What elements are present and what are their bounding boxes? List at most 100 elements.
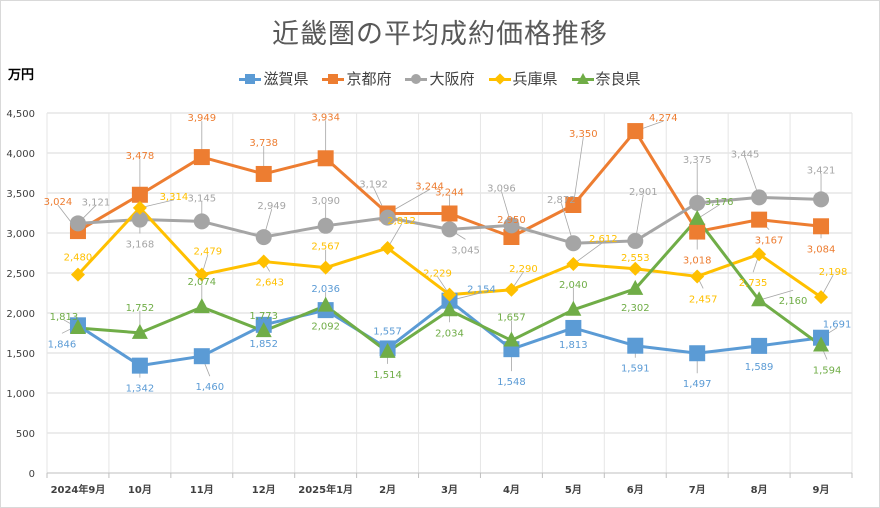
y-tick-label: 2,500	[6, 269, 35, 280]
x-tick-label: 11月	[190, 484, 214, 496]
data-label: 3,045	[451, 245, 480, 256]
y-tick-label: 1,000	[6, 389, 35, 400]
legend-marker-circle-icon	[405, 73, 428, 85]
legend-label: 大阪府	[429, 70, 475, 88]
data-label: 2,034	[435, 328, 464, 339]
data-label: 2,198	[819, 267, 848, 278]
data-label: 3,421	[807, 165, 836, 176]
data-point-diamond	[132, 200, 147, 215]
legend-item-nara: 奈良県	[571, 68, 641, 89]
legend: 滋賀県 京都府 大阪府 兵庫県 奈良県	[0, 68, 880, 89]
leader-line	[759, 289, 794, 301]
data-label: 3,934	[311, 112, 340, 123]
y-tick-label: 4,000	[6, 149, 35, 160]
data-point-square	[131, 186, 148, 203]
legend-item-kyoto: 京都府	[322, 68, 391, 89]
y-tick-label: 4,500	[6, 109, 35, 120]
data-label: 3,090	[311, 196, 340, 207]
y-tick-label: 1,500	[6, 349, 35, 360]
data-label: 2,036	[311, 284, 340, 295]
x-tick-label: 4月	[503, 484, 520, 496]
data-label: 2,612	[589, 234, 618, 245]
data-label: 2,950	[497, 215, 526, 226]
data-point-triangle	[627, 279, 644, 295]
data-point-circle	[379, 209, 396, 226]
data-point-square	[627, 123, 644, 140]
data-label: 3,244	[415, 181, 444, 192]
data-point-diamond	[566, 257, 581, 272]
leader-line	[572, 136, 584, 206]
data-label: 2,872	[547, 195, 576, 206]
x-tick-label: 2024年9月	[51, 483, 106, 496]
data-label: 2,479	[193, 247, 222, 258]
data-label: 1,691	[823, 320, 852, 331]
data-point-square	[131, 357, 148, 374]
data-point-triangle	[441, 301, 458, 317]
x-tick-label: 2月	[379, 484, 396, 496]
legend-label: 兵庫県	[512, 70, 558, 88]
data-point-square	[689, 223, 706, 240]
x-tick-label: 8月	[751, 484, 768, 496]
data-label: 3,314	[160, 192, 189, 203]
data-label: 1,846	[48, 339, 77, 350]
data-label: 2,302	[621, 303, 650, 314]
data-point-triangle	[379, 342, 396, 358]
data-point-diamond	[318, 260, 333, 275]
x-tick-label: 3月	[441, 484, 458, 496]
legend-label: 滋賀県	[263, 70, 309, 88]
data-label: 2,154	[467, 285, 496, 296]
data-label: 2,812	[387, 216, 416, 227]
x-tick-label: 6月	[627, 484, 644, 496]
y-tick-label: 500	[16, 429, 35, 440]
data-label: 2,457	[689, 294, 718, 305]
data-label: 3,350	[569, 129, 598, 140]
data-label: 1,594	[813, 365, 842, 376]
legend-marker-diamond-icon	[488, 72, 511, 85]
data-label: 3,084	[807, 244, 836, 255]
x-tick-label: 9月	[813, 484, 830, 496]
data-point-square	[255, 165, 272, 182]
data-point-square	[813, 218, 830, 235]
data-label: 1,852	[249, 339, 278, 350]
data-point-circle	[131, 211, 148, 228]
data-label: 2,480	[64, 253, 93, 264]
data-label: 2,567	[311, 242, 340, 253]
y-tick-label: 0	[29, 469, 35, 480]
x-tick-label: 5月	[565, 484, 582, 496]
data-point-square	[689, 345, 706, 362]
legend-item-osaka: 大阪府	[405, 68, 475, 89]
data-label: 3,445	[731, 149, 760, 160]
data-point-triangle	[503, 331, 520, 347]
data-label: 2,040	[559, 280, 588, 291]
data-label: 2,643	[255, 278, 284, 289]
data-label: 1,591	[621, 364, 650, 375]
data-label: 3,024	[44, 197, 73, 208]
data-point-circle	[255, 229, 272, 246]
data-point-diamond	[690, 269, 705, 284]
data-label: 2,074	[187, 277, 216, 288]
data-point-circle	[317, 217, 334, 234]
data-label: 3,244	[435, 187, 464, 198]
data-label: 2,901	[629, 187, 658, 198]
data-point-circle	[689, 195, 706, 211]
data-label: 1,460	[195, 382, 224, 393]
data-point-circle	[627, 232, 644, 249]
data-point-circle	[193, 213, 210, 230]
data-label: 3,738	[249, 138, 278, 149]
legend-marker-square-icon	[239, 73, 262, 85]
data-point-diamond	[70, 267, 85, 282]
data-point-circle	[565, 235, 582, 252]
data-point-triangle	[317, 296, 334, 312]
data-point-diamond	[504, 282, 519, 297]
data-point-square	[193, 348, 210, 365]
data-label: 3,478	[126, 151, 155, 162]
x-tick-label: 2025年1月	[298, 483, 353, 496]
legend-marker-triangle-icon	[571, 72, 594, 85]
y-tick-label: 2,000	[6, 309, 35, 320]
data-label: 1,497	[683, 379, 712, 390]
data-point-square	[751, 337, 768, 354]
data-label: 2,553	[621, 253, 650, 264]
data-point-triangle	[255, 322, 272, 338]
x-tick-label: 7月	[689, 484, 706, 496]
data-label: 1,557	[373, 326, 402, 337]
